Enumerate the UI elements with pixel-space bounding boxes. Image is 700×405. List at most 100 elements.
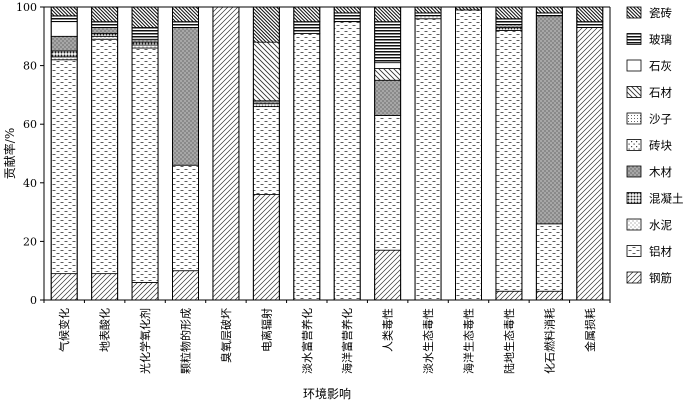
bar-segment	[50, 21, 78, 37]
axes: 气候变化 地表酸化 光化学氧化剂 颗粒物的形成 臭氧层破坏 电离辐射 淡水富营养化 海洋富营养…	[2, 1, 611, 401]
bar-segment	[495, 18, 523, 25]
legend-item: 玻璃	[626, 33, 672, 47]
bar-segment	[535, 223, 563, 292]
x-axis-title: 环境影响	[303, 386, 351, 401]
bar-segment	[374, 62, 402, 69]
legend-item: 石材	[626, 86, 672, 100]
bar-segment	[414, 12, 442, 17]
legend-item: 钢筋	[626, 271, 672, 285]
legend-swatch	[626, 218, 642, 231]
legend-item: 木材	[626, 165, 672, 179]
bar-segment	[414, 18, 442, 301]
bar-segment	[293, 6, 321, 23]
bar-stack	[333, 6, 361, 301]
y-tick-label: 20	[23, 235, 37, 248]
legend-item: 铝材	[626, 245, 672, 259]
bar-segment	[131, 27, 159, 40]
bar-segment	[50, 59, 78, 275]
bar-segment	[172, 21, 199, 28]
legend-item: 沙子	[626, 112, 672, 126]
y-tick-label: 0	[30, 294, 37, 307]
legend-label: 木材	[649, 165, 672, 179]
bar-segment	[535, 15, 563, 225]
bar-segment	[131, 6, 159, 28]
bar-segment	[414, 15, 442, 20]
legend-item: 水泥	[626, 218, 672, 232]
bar-segment	[495, 30, 523, 292]
bar-segment	[333, 12, 361, 23]
bar-segment	[91, 27, 119, 34]
bar-segment	[576, 27, 604, 301]
x-tick-label: 光化学氧化剂	[138, 308, 152, 374]
x-tick-label: 电离辐射	[259, 308, 273, 352]
plot-area	[50, 6, 604, 301]
legend-swatch	[626, 139, 642, 151]
bar-segment	[535, 290, 563, 301]
bar-segment	[455, 9, 482, 301]
legend-label: 砖块	[649, 139, 672, 153]
bar-segment	[495, 24, 523, 28]
legend-label: 钢筋	[649, 271, 672, 285]
y-tick-label: 60	[23, 118, 37, 131]
x-tick-label: 颗粒物的形成	[179, 308, 193, 374]
bar-stack	[212, 6, 240, 301]
legend-swatch	[626, 192, 642, 204]
bar-segment	[252, 103, 280, 108]
bar-stack	[91, 6, 119, 301]
bar-segment	[333, 21, 361, 301]
bar-segment	[374, 68, 402, 81]
y-tick-label: 80	[23, 60, 37, 73]
bar-segment	[50, 56, 78, 61]
x-tick-label: 化石燃料消耗	[542, 308, 556, 374]
bar-segment	[91, 38, 119, 275]
bar-segment	[91, 21, 119, 28]
legend-item: 混凝土	[626, 192, 684, 206]
bar-stack	[374, 6, 402, 301]
bar-segment	[172, 6, 199, 23]
x-tick-label: 人类毒性	[381, 308, 395, 352]
bar-segment	[91, 273, 119, 301]
legend-label: 石灰	[649, 59, 672, 73]
legend-swatch	[626, 271, 642, 284]
bar-segment	[172, 164, 199, 272]
legend-label: 铝材	[649, 245, 672, 259]
bar-segment	[414, 6, 442, 14]
bar-segment	[131, 44, 159, 49]
legend-item: 砖块	[626, 139, 672, 153]
bar-segment	[535, 6, 563, 14]
legend-label: 水泥	[649, 218, 672, 232]
bar-segment	[252, 100, 280, 105]
bar-stack	[414, 6, 442, 301]
bar-stack	[455, 6, 482, 301]
legend-item: 瓷砖	[626, 6, 672, 20]
bar-segment	[374, 115, 402, 251]
bar-segment	[50, 15, 78, 23]
bar-segment	[91, 6, 119, 23]
bar-segment	[212, 6, 240, 301]
bar-segment	[91, 35, 119, 40]
x-tick-label: 海洋生态毒性	[462, 308, 476, 374]
bar-segment	[252, 106, 280, 195]
bar-segment	[131, 282, 159, 301]
bar-segment	[374, 21, 402, 64]
bar-stack	[495, 6, 523, 301]
bar-stack	[131, 6, 159, 301]
bar-stack	[50, 6, 78, 301]
bar-segment	[50, 35, 78, 52]
bar-stack	[535, 6, 563, 301]
x-tick-label: 地表酸化	[98, 308, 112, 352]
bar-segment	[172, 270, 199, 301]
bar-segment	[374, 6, 402, 23]
x-tick-label: 臭氧层破坏	[219, 308, 233, 363]
bar-segment	[50, 273, 78, 301]
bar-segment	[252, 194, 280, 301]
bar-segment	[131, 38, 159, 43]
x-tick-label: 金属损耗	[583, 308, 597, 352]
bar-segment	[495, 6, 523, 20]
legend-label: 混凝土	[649, 192, 684, 206]
x-tick-label: 淡水生态毒性	[421, 308, 435, 374]
y-axis-title: 贡献率/%	[2, 128, 17, 179]
bar-segment	[495, 27, 523, 31]
y-tick-label: 40	[23, 177, 37, 190]
bar-segment	[50, 6, 78, 17]
